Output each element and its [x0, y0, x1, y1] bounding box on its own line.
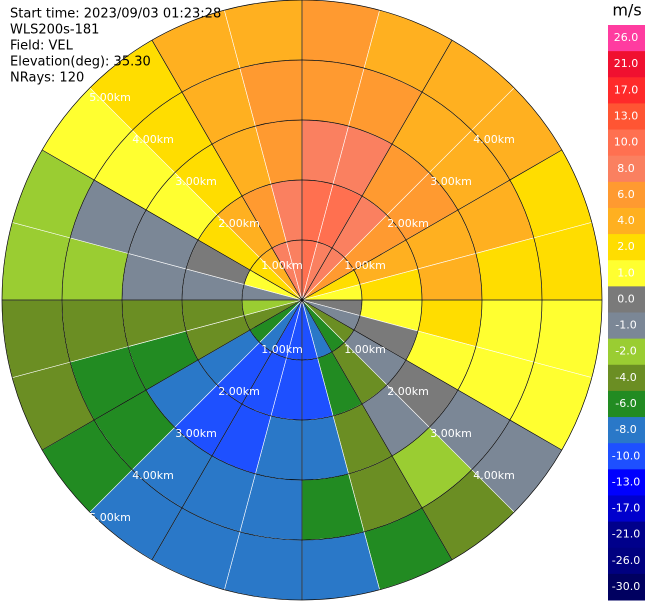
colorbar-box: [608, 469, 645, 496]
colorbar-tick-label: 6.0: [617, 188, 635, 201]
colorbar-tick-label: 26.0: [614, 31, 639, 44]
colorbar-tick-label: 10.0: [614, 136, 639, 149]
colorbar-box: [608, 129, 645, 157]
range-ring-label: 3.00km: [430, 427, 472, 440]
colorbar-box: [608, 312, 645, 340]
header-line: NRays: 120: [10, 71, 84, 86]
spoke: [151, 40, 303, 301]
range-ring-label: 4.00km: [473, 133, 515, 146]
colorbar-box: [608, 495, 645, 523]
colorbar-tick-label: -2.0: [615, 345, 636, 358]
colorbar-box: [608, 181, 645, 209]
colorbar-tick-label: 17.0: [614, 83, 639, 96]
range-ring-label: 1.00km: [344, 259, 386, 272]
colorbar-tick-label: -13.0: [612, 475, 640, 488]
range-ring-label: 1.00km: [261, 343, 303, 356]
colorbar-box: [608, 521, 645, 549]
colorbar-box: [608, 390, 645, 418]
colorbar-box: [608, 573, 645, 601]
range-ring-label: 4.00km: [473, 469, 515, 482]
colorbar-box: [608, 234, 645, 261]
colorbar-box: [608, 25, 645, 52]
colorbar-tick-label: 0.0: [617, 292, 635, 305]
colorbar-tick-label: 8.0: [617, 162, 635, 175]
spoke: [301, 40, 453, 301]
colorbar-box: [608, 286, 645, 313]
range-ring-label: 2.00km: [387, 217, 429, 230]
colorbar-box: [608, 547, 645, 575]
range-ring-label: 5.00km: [89, 511, 131, 524]
colorbar-tick-label: 21.0: [614, 57, 639, 70]
colorbar-box: [608, 207, 645, 235]
header-line: Elevation(deg): 35.30: [10, 55, 151, 70]
colorbar-tick-label: -30.0: [612, 580, 640, 593]
colorbar-box: [608, 338, 645, 366]
spoke: [151, 299, 303, 560]
colorbar-box: [608, 260, 645, 287]
colorbar-box: [608, 103, 645, 131]
range-ring: [61, 59, 543, 541]
header-line: Start time: 2023/09/03 01:23:28: [10, 7, 221, 22]
range-ring-label: 3.00km: [175, 427, 217, 440]
colorbar-tick-label: -4.0: [615, 371, 636, 384]
colorbar-tick-label: 1.0: [617, 266, 635, 279]
range-ring: [181, 179, 423, 421]
range-ring-label: 1.00km: [261, 259, 303, 272]
colorbar-tick-label: 4.0: [617, 214, 635, 227]
colorbar-label: m/s: [612, 1, 641, 20]
spoke: [42, 299, 303, 451]
range-ring-label: 2.00km: [218, 217, 260, 230]
colorbar-box: [608, 77, 645, 104]
colorbar-tick-label: -26.0: [612, 554, 640, 567]
range-ring: [241, 239, 363, 361]
range-ring-label: 3.00km: [430, 175, 472, 188]
range-ring-label: 3.00km: [175, 175, 217, 188]
spoke: [301, 149, 562, 301]
range-ring-label: 2.00km: [218, 385, 260, 398]
range-ring-label: 5.00km: [89, 91, 131, 104]
header-line: Field: VEL: [10, 39, 74, 54]
spoke: [301, 299, 453, 560]
colorbar-tick-label: -6.0: [615, 397, 636, 410]
header-line: WLS200s-181: [10, 23, 99, 38]
colorbar-tick-label: -8.0: [615, 423, 636, 436]
colorbar-tick-label: 13.0: [614, 109, 639, 122]
colorbar-tick-label: -17.0: [612, 502, 640, 515]
colorbar-tick-label: 2.0: [617, 240, 635, 253]
range-ring: [1, 0, 603, 601]
colorbar-tick-label: -21.0: [612, 528, 640, 541]
range-ring-label: 4.00km: [132, 469, 174, 482]
range-ring: [121, 119, 483, 481]
colorbar-box: [608, 443, 645, 470]
colorbar-box: [608, 51, 645, 78]
range-ring-label: 4.00km: [132, 133, 174, 146]
colorbar-tick-label: -10.0: [612, 449, 640, 462]
colorbar-box: [608, 155, 645, 183]
range-ring-label: 1.00km: [344, 343, 386, 356]
spoke: [301, 299, 562, 451]
colorbar-tick-label: -1.0: [615, 319, 636, 332]
range-ring-label: 2.00km: [387, 385, 429, 398]
colorbar-box: [608, 364, 645, 392]
spoke: [42, 149, 303, 301]
colorbar-box: [608, 417, 645, 444]
